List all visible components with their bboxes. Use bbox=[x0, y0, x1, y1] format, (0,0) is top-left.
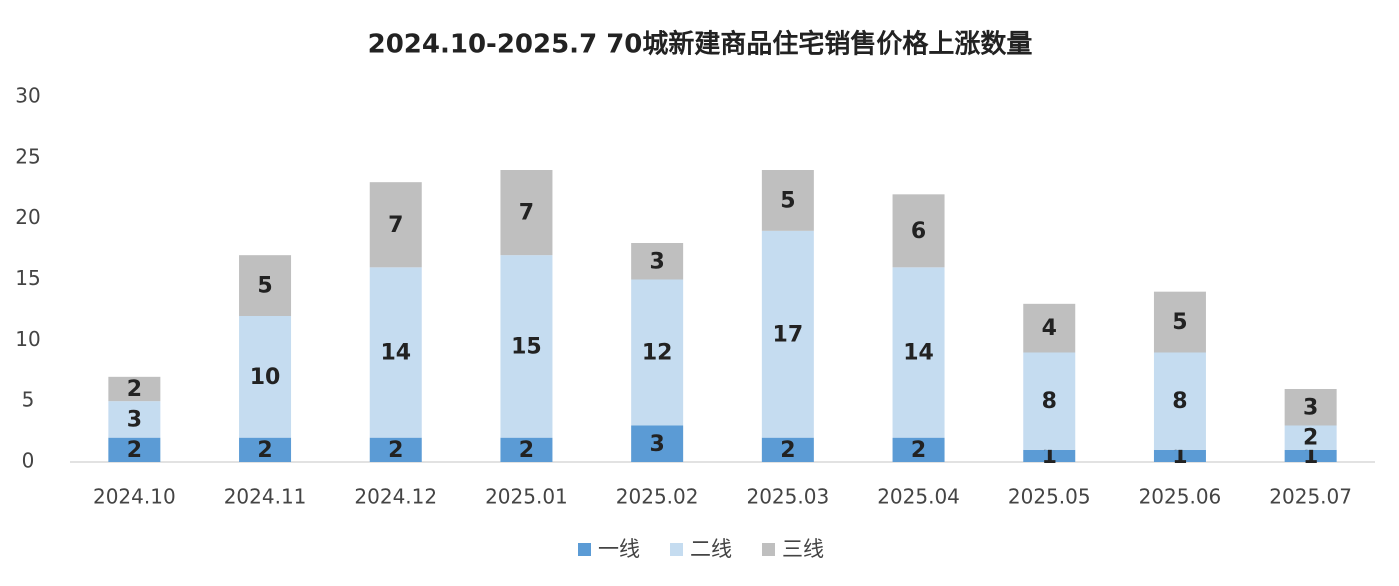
bar-segment bbox=[1153, 352, 1206, 450]
value-label: 5 bbox=[257, 274, 272, 299]
value-label: 15 bbox=[511, 334, 542, 359]
bar-segment bbox=[1284, 449, 1337, 462]
value-label: 12 bbox=[642, 341, 673, 366]
y-tick-label: 10 bbox=[15, 327, 40, 351]
value-label: 5 bbox=[1172, 310, 1187, 335]
bar-segment bbox=[1284, 425, 1337, 450]
value-label: 4 bbox=[1042, 316, 1057, 341]
value-label: 3 bbox=[1303, 395, 1318, 420]
bar-segment bbox=[892, 267, 945, 438]
y-tick-label: 25 bbox=[15, 144, 40, 168]
value-label: 2 bbox=[127, 438, 142, 463]
bar-segment bbox=[239, 316, 292, 438]
value-label: 3 bbox=[649, 432, 664, 457]
bar-segment bbox=[500, 255, 553, 438]
value-label: 3 bbox=[127, 407, 142, 432]
x-tick-label: 2025.03 bbox=[746, 485, 829, 509]
y-tick-label: 15 bbox=[15, 266, 40, 290]
bar-segment bbox=[1023, 352, 1076, 450]
legend-label: 二线 bbox=[690, 537, 732, 561]
legend-swatch bbox=[762, 543, 775, 556]
legend-label: 三线 bbox=[782, 537, 824, 561]
value-label: 7 bbox=[388, 213, 403, 238]
x-tick-label: 2025.06 bbox=[1139, 485, 1222, 509]
value-label: 8 bbox=[1172, 389, 1187, 414]
value-label: 7 bbox=[519, 201, 534, 226]
bar-segment bbox=[108, 401, 161, 438]
value-label: 10 bbox=[250, 365, 281, 390]
bar-segment bbox=[108, 437, 161, 462]
bar-segment bbox=[369, 267, 422, 438]
value-label: 1 bbox=[1303, 444, 1318, 469]
y-tick-label: 20 bbox=[15, 205, 40, 229]
y-tick-label: 0 bbox=[22, 449, 35, 473]
chart-title: 2024.10-2025.7 70城新建商品住宅销售价格上涨数量 bbox=[368, 29, 1033, 60]
bar-segment bbox=[1153, 449, 1206, 462]
bar-segment bbox=[761, 437, 814, 462]
bar-segment bbox=[761, 230, 814, 438]
value-label: 2 bbox=[780, 438, 795, 463]
bar-segment bbox=[1284, 389, 1337, 426]
bar-segment bbox=[761, 170, 814, 231]
value-label: 2 bbox=[127, 377, 142, 402]
x-tick-label: 2025.04 bbox=[877, 485, 960, 509]
value-label: 3 bbox=[649, 249, 664, 274]
bar-segment bbox=[1023, 303, 1076, 353]
x-tick-label: 2024.12 bbox=[354, 485, 437, 509]
legend-swatch bbox=[670, 543, 683, 556]
value-label: 14 bbox=[380, 341, 411, 366]
value-label: 6 bbox=[911, 219, 926, 244]
bar-segment bbox=[369, 182, 422, 268]
bar-segment bbox=[631, 279, 684, 426]
bar-segment bbox=[631, 425, 684, 462]
bar-segment bbox=[892, 437, 945, 462]
bar-segment bbox=[892, 194, 945, 268]
bar-segment bbox=[500, 170, 553, 256]
value-label: 2 bbox=[519, 438, 534, 463]
x-tick-label: 2025.01 bbox=[485, 485, 568, 509]
x-tick-label: 2024.11 bbox=[224, 485, 307, 509]
x-tick-label: 2024.10 bbox=[93, 485, 176, 509]
value-label: 14 bbox=[903, 341, 934, 366]
bar-segment bbox=[239, 255, 292, 316]
value-label: 2 bbox=[1303, 426, 1318, 451]
legend-swatch bbox=[578, 543, 591, 556]
bar-segment bbox=[108, 376, 161, 402]
value-label: 8 bbox=[1042, 389, 1057, 414]
value-label: 2 bbox=[257, 438, 272, 463]
bar-segment bbox=[500, 437, 553, 462]
value-label: 1 bbox=[1042, 444, 1057, 469]
bar-segment bbox=[369, 437, 422, 462]
bar-segment bbox=[239, 437, 292, 462]
x-tick-label: 2025.07 bbox=[1269, 485, 1352, 509]
bar-segment bbox=[1153, 291, 1206, 353]
y-tick-label: 30 bbox=[15, 84, 40, 108]
y-tick-label: 5 bbox=[22, 388, 35, 412]
value-label: 1 bbox=[1172, 444, 1187, 469]
bar-segment bbox=[631, 243, 684, 280]
value-label: 5 bbox=[780, 188, 795, 213]
bar-segment bbox=[1023, 449, 1076, 462]
value-label: 17 bbox=[773, 322, 804, 347]
x-tick-label: 2025.05 bbox=[1008, 485, 1091, 509]
x-tick-label: 2025.02 bbox=[616, 485, 699, 509]
value-label: 2 bbox=[911, 438, 926, 463]
value-label: 2 bbox=[388, 438, 403, 463]
legend-label: 一线 bbox=[598, 537, 640, 561]
